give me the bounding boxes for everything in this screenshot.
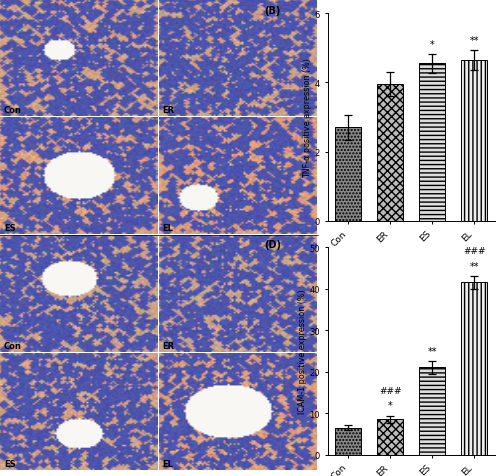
Text: Con: Con [4, 106, 22, 115]
Bar [419, 64, 445, 221]
Text: **: ** [428, 346, 437, 356]
Y-axis label: ICAM-1 positive expression (%): ICAM-1 positive expression (%) [298, 289, 307, 413]
Y-axis label: TNF-α positive expression (%): TNF-α positive expression (%) [304, 58, 312, 178]
Text: *: * [388, 400, 392, 410]
Text: (D): (D) [264, 239, 281, 249]
Text: ER: ER [162, 106, 175, 115]
Text: (C): (C) [2, 238, 18, 248]
Bar [461, 61, 487, 221]
Bar [461, 283, 487, 455]
Text: ###: ### [463, 247, 485, 256]
Text: ES: ES [4, 224, 16, 233]
Bar [419, 367, 445, 455]
Text: **: ** [470, 36, 479, 46]
Bar [336, 427, 361, 455]
Bar [336, 128, 361, 221]
Text: ###: ### [379, 386, 402, 395]
Text: EL: EL [162, 459, 173, 468]
Text: (A): (A) [2, 2, 18, 12]
Bar [378, 419, 404, 455]
Bar [378, 85, 404, 221]
Text: ER: ER [162, 341, 175, 350]
Text: (B): (B) [264, 6, 280, 16]
Text: **: ** [470, 261, 479, 271]
Text: ES: ES [4, 459, 16, 468]
Text: Con: Con [4, 341, 22, 350]
Text: *: * [430, 40, 434, 50]
Text: EL: EL [162, 224, 173, 233]
